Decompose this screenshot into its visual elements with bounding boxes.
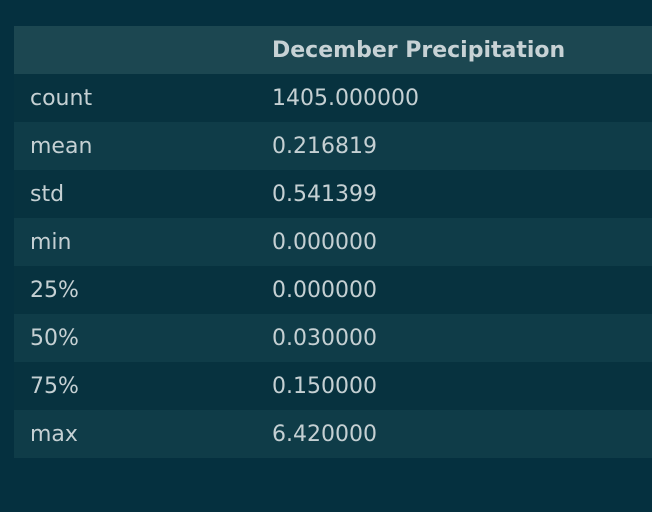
row-value: 0.150000 (272, 373, 377, 399)
table-row: min 0.000000 (14, 218, 652, 266)
column-header-december-precipitation: December Precipitation (272, 37, 566, 63)
row-label: min (30, 229, 72, 255)
row-label: max (30, 421, 78, 447)
row-label: count (30, 85, 93, 111)
table-row: std 0.541399 (14, 170, 652, 218)
table-row: 75% 0.150000 (14, 362, 652, 410)
index-header (14, 26, 256, 74)
row-label: std (30, 181, 65, 207)
table-row: mean 0.216819 (14, 122, 652, 170)
row-value: 0.216819 (272, 133, 377, 159)
header-row: December Precipitation (14, 26, 652, 74)
table-row: 50% 0.030000 (14, 314, 652, 362)
row-value: 0.541399 (272, 181, 377, 207)
row-label: 75% (30, 373, 79, 399)
stats-table-container: December Precipitation count 1405.000000… (14, 26, 652, 458)
row-value: 0.000000 (272, 229, 377, 255)
row-label: 25% (30, 277, 79, 303)
row-value: 1405.000000 (272, 85, 419, 111)
row-label: mean (30, 133, 93, 159)
row-label: 50% (30, 325, 79, 351)
describe-table: December Precipitation count 1405.000000… (14, 26, 652, 458)
table-header: December Precipitation (14, 26, 652, 74)
table-row: count 1405.000000 (14, 74, 652, 122)
table-row: 25% 0.000000 (14, 266, 652, 314)
row-value: 6.420000 (272, 421, 377, 447)
row-value: 0.000000 (272, 277, 377, 303)
row-value: 0.030000 (272, 325, 377, 351)
table-row: max 6.420000 (14, 410, 652, 458)
table-body: count 1405.000000 mean 0.216819 std 0.54… (14, 74, 652, 458)
